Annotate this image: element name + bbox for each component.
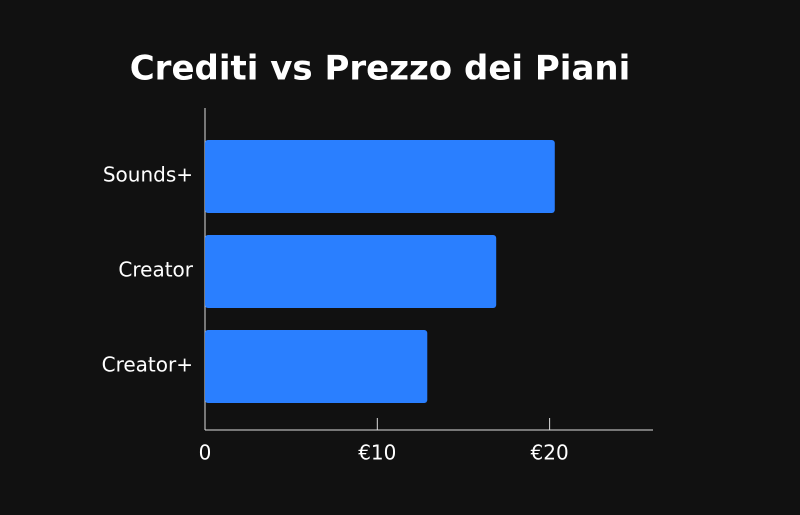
y-tick-label: Creator+ bbox=[102, 353, 193, 377]
bar bbox=[205, 235, 497, 308]
x-tick-label: €20 bbox=[531, 441, 569, 465]
x-tick-label: 0 bbox=[199, 441, 212, 465]
x-tick-label: €10 bbox=[358, 441, 396, 465]
y-tick-label: Creator bbox=[118, 258, 193, 282]
y-tick-label: Sounds+ bbox=[103, 163, 193, 187]
chart-title: Crediti vs Prezzo dei Piani bbox=[130, 49, 631, 89]
bar bbox=[205, 330, 428, 403]
bar bbox=[205, 140, 555, 213]
